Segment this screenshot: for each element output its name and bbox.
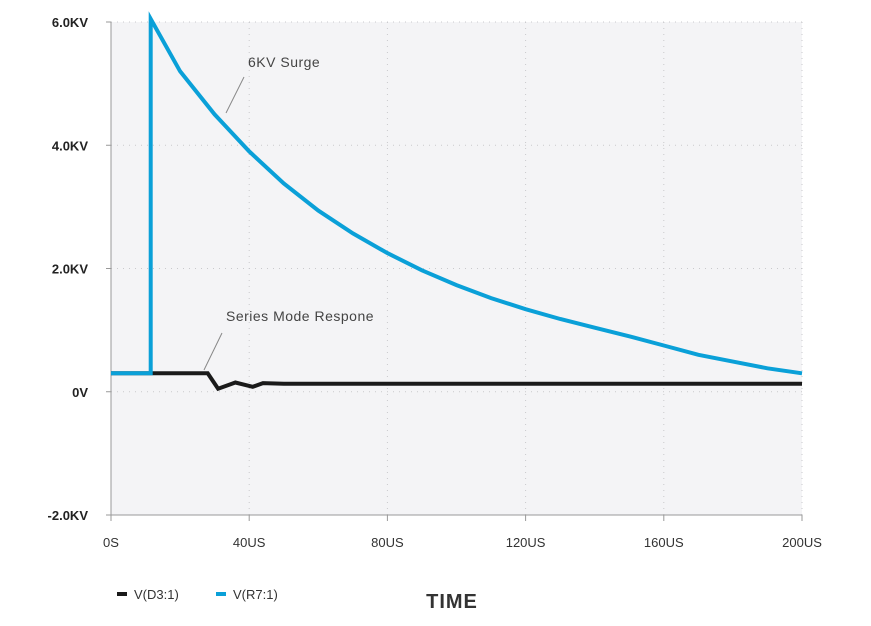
annotation-label: Series Mode Respone [226,308,374,324]
legend-swatch-vd3 [117,592,127,596]
legend-swatch-vr7 [216,592,226,596]
x-axis-label: TIME [426,591,478,613]
x-tick-label: 40US [233,535,266,550]
legend-label: V(D3:1) [134,587,179,602]
x-tick-label: 80US [371,535,404,550]
series-line-vd3 [111,371,802,392]
x-tick-label: 120US [506,535,546,550]
x-tick-label: 200US [782,535,822,550]
series-lines [111,11,803,392]
y-tick-label: -2.0KV [48,508,89,523]
annotation-leader-line [225,76,245,114]
y-tick-label: 0V [72,385,88,400]
x-tick-label: 0S [103,535,119,550]
series-line-vr7 [111,11,803,376]
annotations: 6KV Surge Series Mode Respone [203,54,374,371]
y-tick-label: 2.0KV [52,262,88,277]
y-tick-label: 4.0KV [52,138,88,153]
x-tick-label: 160US [644,535,684,550]
annotation-leader-line [203,332,223,371]
legend-label: V(R7:1) [233,587,278,602]
plot-area [111,22,802,515]
legend: V(D3:1) V(R7:1) [117,587,278,602]
x-tick-labels: 0S 40US 80US 120US 160US 200US [103,515,822,550]
y-tick-label: 6.0KV [52,15,88,30]
grid-lines [111,21,803,515]
y-tick-labels: 6.0KV 4.0KV 2.0KV 0V -2.0KV [48,15,111,523]
annotation-label: 6KV Surge [248,54,320,70]
